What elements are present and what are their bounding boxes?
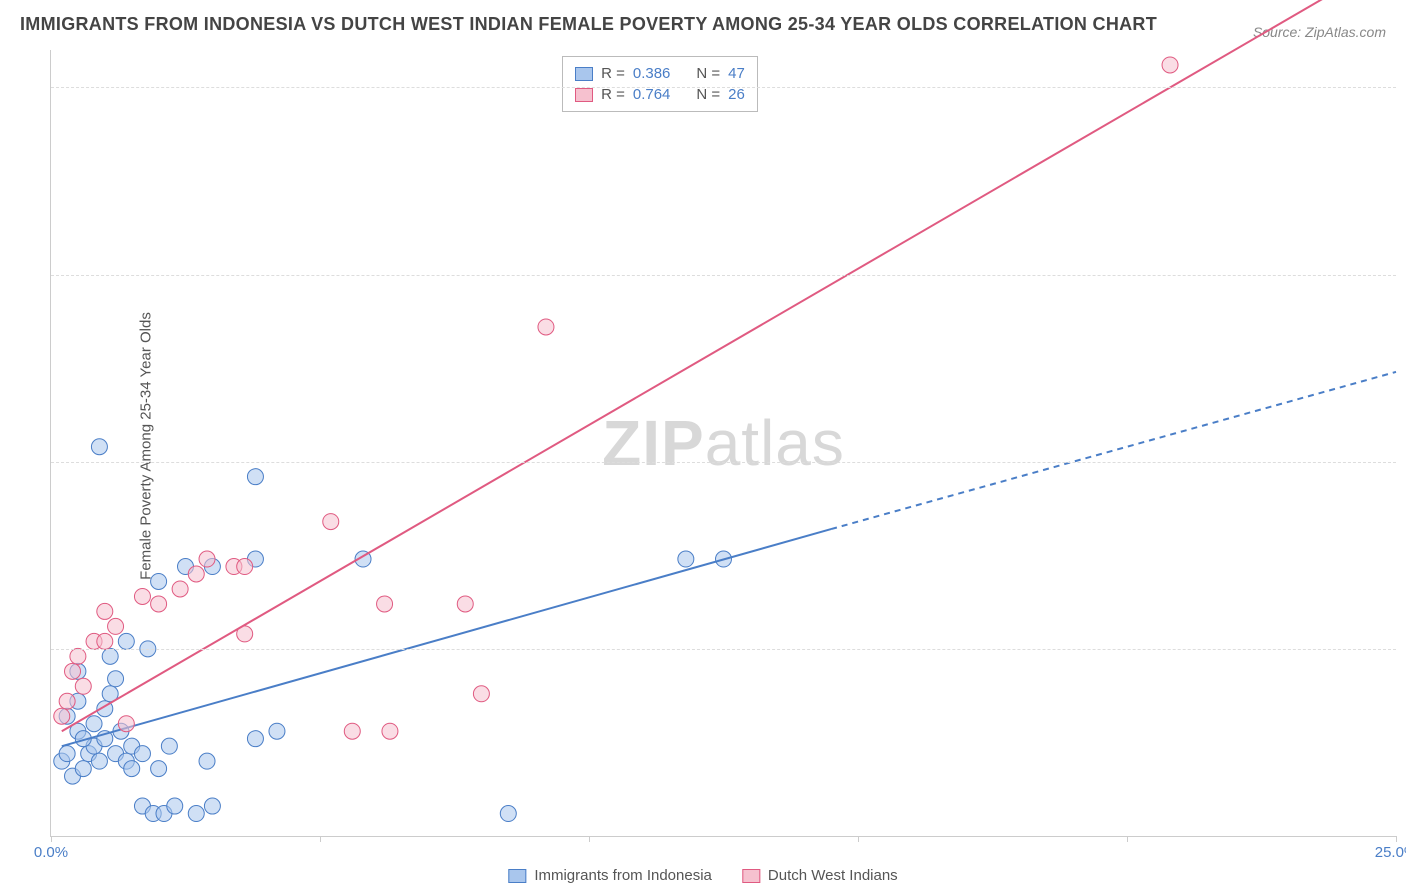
x-tick (51, 836, 52, 842)
data-point (457, 596, 473, 612)
data-point (167, 798, 183, 814)
source-credit: Source: ZipAtlas.com (1253, 24, 1386, 40)
data-point (188, 806, 204, 822)
data-point (86, 716, 102, 732)
legend-item-1: Immigrants from Indonesia (508, 867, 712, 884)
bottom-legend: Immigrants from Indonesia Dutch West Ind… (508, 867, 897, 884)
data-point (204, 798, 220, 814)
data-point (199, 551, 215, 567)
swatch-icon (742, 869, 760, 883)
y-tick-label: 50.0% (1401, 453, 1406, 470)
chart-svg (51, 50, 1396, 836)
legend-label-2: Dutch West Indians (768, 867, 898, 884)
data-point (97, 603, 113, 619)
data-point (118, 633, 134, 649)
legend-n-label: N = (696, 86, 720, 103)
data-point (75, 761, 91, 777)
data-point (70, 648, 86, 664)
grid-line (51, 462, 1396, 463)
data-point (269, 723, 285, 739)
data-point (377, 596, 393, 612)
x-tick (1396, 836, 1397, 842)
data-point (108, 618, 124, 634)
legend-r-value: 0.386 (633, 65, 671, 82)
grid-line (51, 87, 1396, 88)
data-point (500, 806, 516, 822)
trend-line (62, 529, 831, 746)
x-tick (1127, 836, 1128, 842)
data-point (134, 588, 150, 604)
data-point (151, 573, 167, 589)
grid-line (51, 275, 1396, 276)
swatch-icon (575, 67, 593, 81)
legend-r-label: R = (601, 86, 625, 103)
data-point (1162, 57, 1178, 73)
legend-r-value: 0.764 (633, 86, 671, 103)
data-point (247, 731, 263, 747)
y-tick-label: 25.0% (1401, 640, 1406, 657)
stats-legend: R = 0.386 N = 47 R = 0.764 N = 26 (562, 56, 758, 112)
data-point (237, 559, 253, 575)
x-tick-label: 0.0% (34, 844, 68, 861)
data-point (124, 761, 140, 777)
plot-area: ZIPatlas R =0.386N =47R =0.764N =26 25.0… (50, 50, 1396, 837)
x-tick (589, 836, 590, 842)
data-point (199, 753, 215, 769)
data-point (59, 693, 75, 709)
data-point (678, 551, 694, 567)
data-point (151, 596, 167, 612)
x-tick (320, 836, 321, 842)
data-point (382, 723, 398, 739)
data-point (473, 686, 489, 702)
data-point (161, 738, 177, 754)
legend-n-value: 47 (728, 65, 745, 82)
legend-r-label: R = (601, 65, 625, 82)
data-point (247, 469, 263, 485)
data-point (75, 678, 91, 694)
data-point (323, 514, 339, 530)
data-point (188, 566, 204, 582)
x-tick-label: 25.0% (1375, 844, 1406, 861)
swatch-icon (575, 88, 593, 102)
chart-title: IMMIGRANTS FROM INDONESIA VS DUTCH WEST … (20, 14, 1157, 35)
data-point (344, 723, 360, 739)
data-point (91, 439, 107, 455)
legend-item-2: Dutch West Indians (742, 867, 898, 884)
data-point (172, 581, 188, 597)
chart-container: IMMIGRANTS FROM INDONESIA VS DUTCH WEST … (0, 0, 1406, 892)
data-point (134, 746, 150, 762)
data-point (59, 746, 75, 762)
data-point (118, 716, 134, 732)
data-point (538, 319, 554, 335)
legend-n-value: 26 (728, 86, 745, 103)
swatch-icon (508, 869, 526, 883)
y-tick-label: 75.0% (1401, 266, 1406, 283)
data-point (54, 708, 70, 724)
x-tick (858, 836, 859, 842)
y-tick-label: 100.0% (1401, 79, 1406, 96)
data-point (65, 663, 81, 679)
legend-row: R = 0.386 N = 47 (575, 63, 745, 84)
grid-line (51, 649, 1396, 650)
trend-line-extension (831, 372, 1396, 529)
data-point (102, 648, 118, 664)
data-point (108, 671, 124, 687)
data-point (91, 753, 107, 769)
data-point (97, 633, 113, 649)
legend-n-label: N = (696, 65, 720, 82)
legend-label-1: Immigrants from Indonesia (534, 867, 712, 884)
data-point (151, 761, 167, 777)
